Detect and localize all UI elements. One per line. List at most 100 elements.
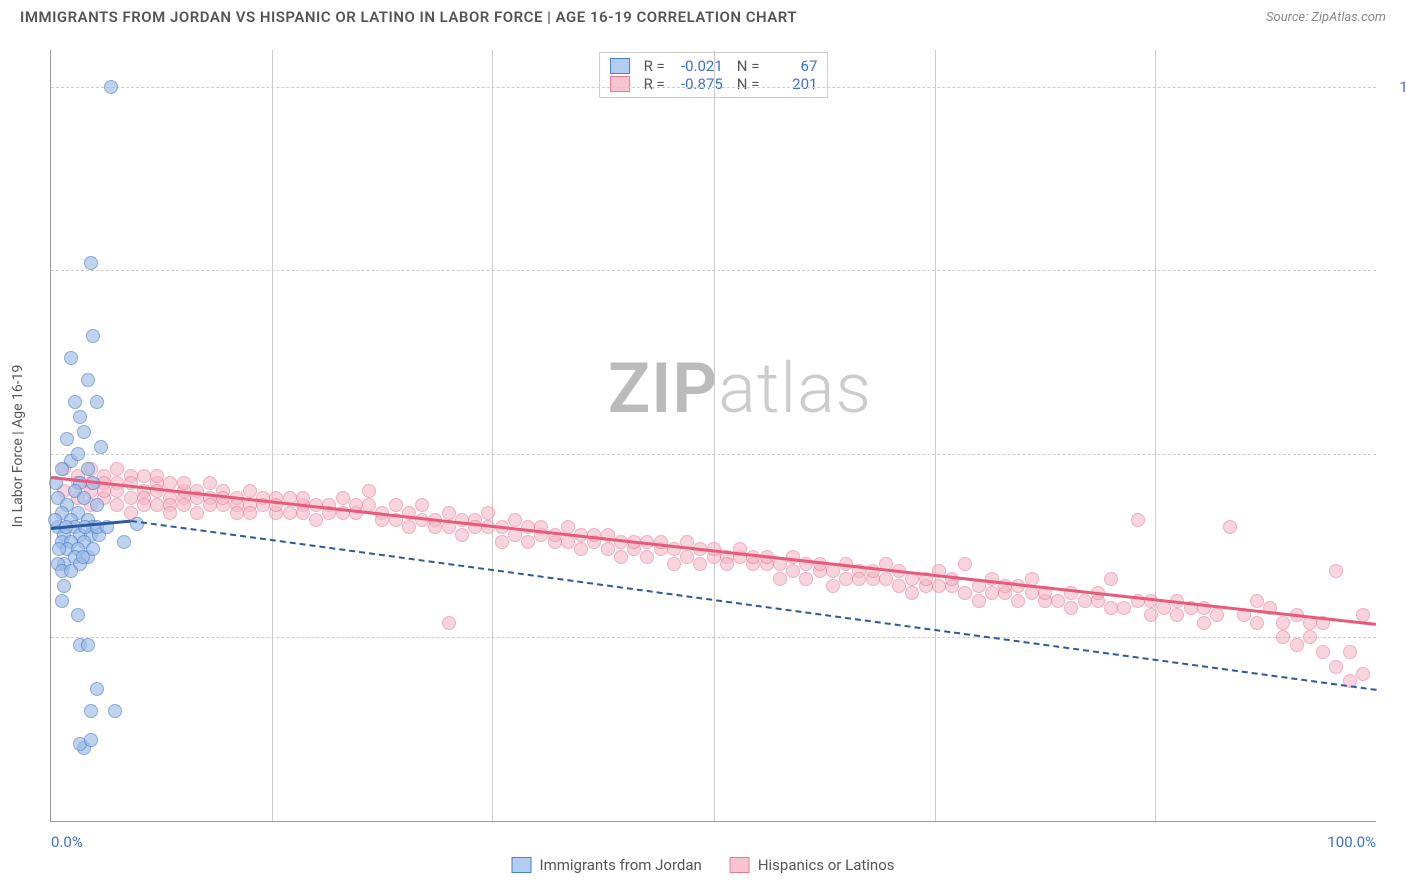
pink-point: [680, 550, 694, 564]
blue-point: [86, 329, 100, 343]
x-tick-label: 0.0%: [51, 833, 83, 851]
pink-point: [177, 498, 191, 512]
blue-point: [90, 498, 104, 512]
pink-point: [495, 535, 509, 549]
pink-point: [203, 476, 217, 490]
pink-point: [481, 506, 495, 520]
blue-point: [64, 351, 78, 365]
pink-point: [309, 513, 323, 527]
pink-point: [389, 498, 403, 512]
legend-item-blue: Immigrants from Jordan: [512, 856, 702, 874]
blue-point: [55, 594, 69, 608]
pink-point: [362, 484, 376, 498]
pink-point: [614, 550, 628, 564]
pink-point: [1025, 586, 1039, 600]
pink-point: [1157, 601, 1171, 615]
pink-point: [1316, 645, 1330, 659]
blue-point: [84, 256, 98, 270]
pink-point: [1104, 601, 1118, 615]
pink-point: [1276, 630, 1290, 644]
blue-point: [81, 373, 95, 387]
pink-point: [786, 550, 800, 564]
pink-point: [839, 572, 853, 586]
blue-point: [94, 440, 108, 454]
y-axis-label: In Labor Force | Age 16-19: [10, 365, 26, 528]
pink-point: [124, 476, 138, 490]
chart-title: IMMIGRANTS FROM JORDAN VS HISPANIC OR LA…: [20, 8, 797, 26]
pink-point: [177, 476, 191, 490]
pink-point: [1131, 513, 1145, 527]
pink-point: [786, 564, 800, 578]
blue-point: [52, 542, 66, 556]
pink-point: [972, 594, 986, 608]
pink-point: [243, 484, 257, 498]
pink-point: [336, 491, 350, 505]
pink-point: [442, 616, 456, 630]
blue-series-name: Immigrants from Jordan: [540, 856, 702, 874]
pink-point: [137, 469, 151, 483]
pink-point: [283, 506, 297, 520]
blue-point: [86, 542, 100, 556]
blue-point: [64, 564, 78, 578]
pink-point: [654, 535, 668, 549]
blue-point: [71, 608, 85, 622]
gridline-v: [492, 50, 493, 821]
pink-point: [296, 506, 310, 520]
blue-point: [68, 395, 82, 409]
pink-point: [163, 506, 177, 520]
blue-point: [90, 395, 104, 409]
pink-point: [124, 491, 138, 505]
pink-point: [1210, 608, 1224, 622]
pink-point: [1051, 594, 1065, 608]
pink-point: [1011, 594, 1025, 608]
blue-n-value: 67: [767, 57, 817, 75]
pink-point: [137, 498, 151, 512]
pink-point: [150, 469, 164, 483]
blue-point: [81, 638, 95, 652]
series-legend: Immigrants from Jordan Hispanics or Lati…: [512, 856, 895, 874]
blue-point: [57, 579, 71, 593]
chart-plot-area: ZIPatlas R = -0.021 N = 67 R = -0.875 N …: [50, 50, 1376, 822]
pink-point: [601, 542, 615, 556]
legend-item-pink: Hispanics or Latinos: [730, 856, 895, 874]
pink-point: [1329, 564, 1343, 578]
blue-point: [60, 432, 74, 446]
pink-point: [799, 572, 813, 586]
blue-point: [81, 462, 95, 476]
pink-point: [892, 579, 906, 593]
pink-point: [985, 572, 999, 586]
x-tick-label: 100.0%: [1327, 833, 1376, 851]
gridline-v: [935, 50, 936, 821]
n-label: N =: [737, 57, 760, 75]
pink-point: [587, 528, 601, 542]
pink-point: [1303, 630, 1317, 644]
pink-point: [230, 506, 244, 520]
pink-r-value: -0.875: [673, 75, 723, 93]
blue-point: [84, 733, 98, 747]
pink-swatch: [730, 857, 750, 873]
pink-point: [521, 520, 535, 534]
pink-point: [826, 579, 840, 593]
pink-point: [455, 513, 469, 527]
blue-point: [108, 704, 122, 718]
pink-point: [1250, 616, 1264, 630]
pink-point: [932, 579, 946, 593]
blue-point: [77, 425, 91, 439]
pink-point: [1223, 520, 1237, 534]
pink-point: [455, 528, 469, 542]
r-label: R =: [644, 75, 665, 93]
pink-point: [1117, 601, 1131, 615]
pink-point: [826, 564, 840, 578]
pink-point: [243, 506, 257, 520]
pink-point: [1276, 616, 1290, 630]
gridline-v: [714, 50, 715, 821]
pink-point: [1170, 608, 1184, 622]
pink-point: [574, 542, 588, 556]
blue-point: [90, 682, 104, 696]
pink-point: [203, 498, 217, 512]
pink-n-value: 201: [767, 75, 817, 93]
pink-point: [402, 520, 416, 534]
pink-point: [442, 506, 456, 520]
blue-r-value: -0.021: [673, 57, 723, 75]
pink-point: [110, 498, 124, 512]
